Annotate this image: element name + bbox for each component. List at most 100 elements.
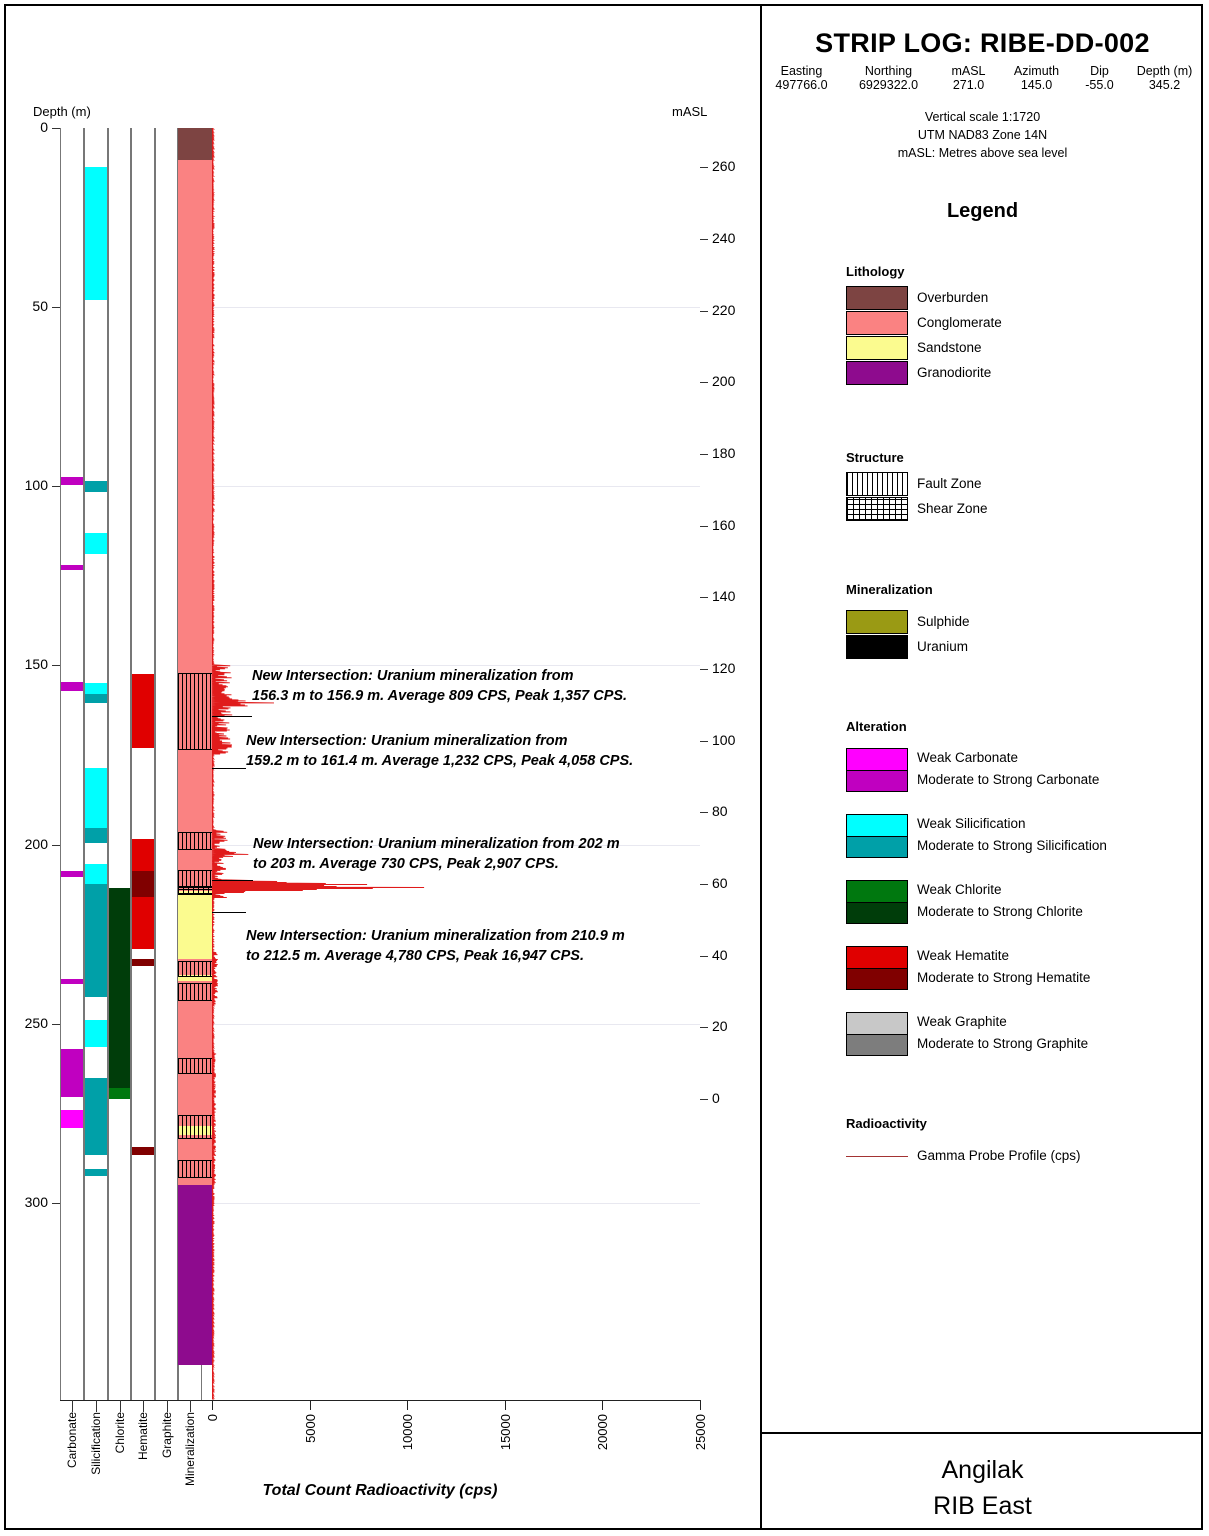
legend-label-shear-zone: Shear Zone	[917, 501, 988, 516]
collar-header-easting: Easting	[780, 64, 823, 78]
masl-tick-label-160: 160	[712, 516, 736, 533]
annotation-line1: New Intersection: Uranium mineralization…	[253, 836, 620, 852]
page-border	[4, 4, 1203, 1530]
alteration-band-carbonate	[61, 477, 83, 485]
gridline-250	[60, 1023, 700, 1025]
collar-info-values: 497766.0 6929322.0 271.0 145.0 -55.0 345.2	[762, 78, 1203, 92]
annotation-2: New Intersection: Uranium mineralization…	[246, 732, 633, 771]
masl-tick-label-100: 100	[712, 731, 736, 748]
depth-tick-250	[52, 1023, 60, 1025]
legend-swatch-uranium	[846, 635, 908, 659]
track-silicification	[84, 128, 108, 1400]
masl-tick-80	[700, 812, 708, 814]
alteration-band-hematite	[132, 896, 154, 949]
annotation-leader-1	[212, 716, 252, 717]
x-tick-label-0: 0	[205, 1414, 220, 1422]
legend-label-gamma: Gamma Probe Profile (cps)	[917, 1148, 1081, 1163]
alteration-band-silicification	[85, 683, 107, 695]
collar-value-northing: 6929322.0	[858, 78, 919, 92]
alteration-band-silicification	[85, 694, 107, 704]
structure-fault-zone	[178, 961, 212, 978]
legend-label-weak-chlorite: Weak Chlorite	[917, 882, 1002, 897]
alteration-band-carbonate	[61, 1109, 83, 1128]
annotation-line1: New Intersection: Uranium mineralization…	[246, 928, 625, 944]
collar-value-dip: -55.0	[1085, 78, 1114, 92]
masl-axis-title: mASL	[672, 104, 708, 119]
track-label-graphite: Graphite	[159, 1412, 174, 1459]
annotation-line2: to 203 m. Average 730 CPS, Peak 2,907 CP…	[253, 855, 559, 872]
legend-swatch-weak-hematite	[846, 946, 908, 968]
masl-tick-0	[700, 1099, 708, 1101]
annotation-4: New Intersection: Uranium mineralization…	[246, 927, 625, 966]
annotation-line1: New Intersection: Uranium mineralization…	[252, 668, 574, 684]
collar-info-table: Easting Northing mASL Azimuth Dip Depth (m) 4…	[762, 64, 1203, 92]
depth-tick-150	[52, 665, 60, 667]
masl-tick-240	[700, 239, 708, 241]
legend-swatch-strong-carbonate	[846, 770, 908, 792]
alteration-band-hematite	[132, 1147, 154, 1155]
masl-tick-label-140: 140	[712, 588, 736, 605]
track-label-hematite: Hematite	[136, 1412, 150, 1461]
depth-tick-label-100: 100	[24, 477, 48, 494]
lithology-band-granodiorite	[178, 1185, 212, 1365]
lithology-band-overburden	[178, 128, 212, 161]
gridline-200	[60, 844, 700, 846]
x-tick-0	[212, 1400, 213, 1410]
depth-tick-label-250: 250	[24, 1014, 48, 1031]
collar-header-dip: Dip	[1090, 64, 1109, 78]
alteration-band-chlorite	[109, 887, 130, 1096]
lithology-band-sandstone	[178, 975, 212, 981]
alteration-band-silicification	[85, 767, 107, 829]
gridline-100	[60, 486, 700, 488]
annotation-leader-2	[212, 768, 246, 769]
collar-value-azimuth: 145.0	[1020, 78, 1053, 92]
legend-label-strong-chlorite: Moderate to Strong Chlorite	[917, 904, 1083, 919]
x-tick-label-5000: 5000	[302, 1414, 318, 1443]
depth-tick-300	[52, 1202, 60, 1204]
legend-heading-radioactivity: Radioactivity	[846, 1116, 927, 1131]
track-label-chlorite: Chlorite	[112, 1412, 127, 1454]
legend-title: Legend	[946, 200, 1019, 222]
track-hematite	[131, 128, 155, 1400]
legend-label-fault-zone: Fault Zone	[917, 476, 982, 491]
alteration-band-hematite	[132, 674, 154, 748]
depth-tick-label-200: 200	[24, 835, 48, 852]
legend-swatch-strong-silicification	[846, 836, 908, 858]
masl-tick-label-180: 180	[712, 445, 736, 462]
legend-label-conglomerate: Conglomerate	[917, 315, 1002, 330]
legend-swatch-strong-chlorite	[846, 902, 908, 924]
track-chlorite	[108, 128, 131, 1400]
annotation-3: New Intersection: Uranium mineralization…	[253, 835, 620, 874]
legend-swatch-weak-silicification	[846, 814, 908, 836]
legend-swatch-strong-hematite	[846, 968, 908, 990]
structure-fault-zone	[178, 982, 212, 1001]
alteration-band-carbonate	[61, 681, 83, 691]
legend-label-strong-hematite: Moderate to Strong Hematite	[917, 970, 1091, 985]
collar-info-headers: Easting Northing mASL Azimuth Dip Depth (m)	[762, 64, 1203, 78]
alteration-band-silicification	[85, 864, 107, 885]
x-tick-5000	[309, 1400, 311, 1410]
masl-tick-160	[700, 525, 708, 527]
legend-heading-structure: Structure	[846, 450, 904, 465]
legend-swatch-sandstone	[846, 336, 908, 360]
legend-label-granodiorite: Granodiorite	[917, 365, 992, 380]
annotation-line2: 156.3 m to 156.9 m. Average 809 CPS, Pea…	[252, 687, 628, 704]
x-tick-25000	[700, 1400, 701, 1410]
legend-swatch-fault-zone	[846, 472, 908, 496]
legend-label-weak-hematite: Weak Hematite	[917, 948, 1010, 963]
alteration-band-silicification	[85, 1020, 107, 1048]
depth-tick-label-150: 150	[24, 656, 48, 673]
legend-label-weak-silicification: Weak Silicification	[917, 816, 1026, 831]
track-label-carbonate: Carbonate	[65, 1412, 79, 1469]
legend-label-sandstone: Sandstone	[917, 340, 982, 355]
legend-line-gamma	[846, 1156, 908, 1157]
gridline-150	[60, 665, 700, 667]
alteration-band-carbonate	[61, 978, 83, 985]
legend-heading-mineralization: Mineralization	[846, 582, 933, 597]
track-label-mineralization: Mineralization	[183, 1412, 197, 1487]
strip-log-title: STRIP LOG: RIBE-DD-002	[815, 28, 1150, 58]
legend-heading-lithology: Lithology	[846, 264, 905, 279]
depth-tick-0	[52, 128, 60, 129]
alteration-band-carbonate	[61, 1048, 83, 1098]
property-name: Angilak	[941, 1456, 1024, 1484]
